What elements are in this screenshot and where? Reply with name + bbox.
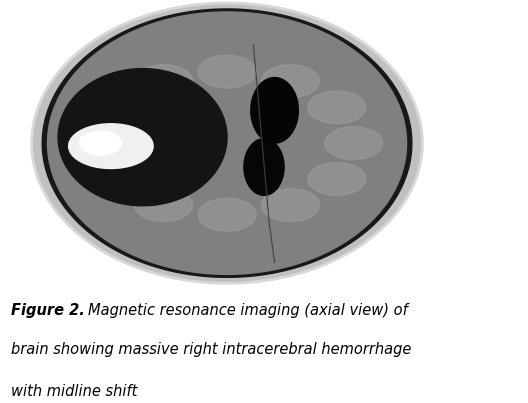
Polygon shape [48,12,407,274]
Polygon shape [325,127,383,160]
Text: 8  13/09/: 8 13/09/ [474,32,523,41]
Polygon shape [88,162,146,195]
Text: Figure 2.: Figure 2. [11,303,84,318]
Text: .0: .0 [5,239,16,247]
Text: Magnetic resonance imaging (axial view) of: Magnetic resonance imaging (axial view) … [88,303,408,318]
Polygon shape [308,91,366,124]
Polygon shape [69,124,153,168]
Text: DRM/FM2_3/FIL: DRM/FM2_3/FIL [5,282,75,291]
Text: 03:55:: 03:55: [491,56,523,64]
Polygon shape [261,65,319,98]
Polygon shape [135,65,193,98]
Text: 2014: 2014 [5,9,29,19]
Polygon shape [198,55,256,88]
Text: MR C16 *13/08: MR C16 *13/08 [453,9,523,18]
Polygon shape [88,91,146,124]
Polygon shape [251,77,298,143]
Text: RFA: RFA [478,114,497,124]
Text: 12 / 16: 12 / 16 [5,60,46,70]
Polygon shape [42,9,412,277]
Text: with midline shift: with midline shift [11,384,137,399]
Polygon shape [308,162,366,195]
Polygon shape [198,198,256,231]
Text: SL 4.0/0.8 M/N: SL 4.0/0.8 M/N [452,256,523,266]
Text: 5*2: 5*2 [5,260,22,269]
Text: 10 PM: 10 PM [5,34,35,44]
Text: 16 / 160: 16 / 160 [5,303,48,312]
Polygon shape [135,189,193,222]
Text: TR 1: TR 1 [503,198,523,207]
Polygon shape [261,189,319,222]
Text: brain showing massive right intracerebral hemorrhage: brain showing massive right intracerebra… [11,342,411,357]
Text: Tra>Cor(5.5)>Sag(2.4) *tir2: Tra>Cor(5.5)>Sag(2.4) *tir2 [388,276,523,285]
Polygon shape [71,127,129,160]
Text: SP H39.4 TA 4: SP H39.4 TA 4 [458,237,523,246]
Polygon shape [32,3,422,283]
Text: TP 0 TE 9: TP 0 TE 9 [478,218,523,227]
Text: 4 IMA: 4 IMA [496,79,523,88]
Polygon shape [58,69,227,206]
Polygon shape [244,139,284,195]
Text: 5cm: 5cm [457,170,474,180]
Polygon shape [79,131,121,155]
Text: TI 80: TI 80 [498,179,523,188]
